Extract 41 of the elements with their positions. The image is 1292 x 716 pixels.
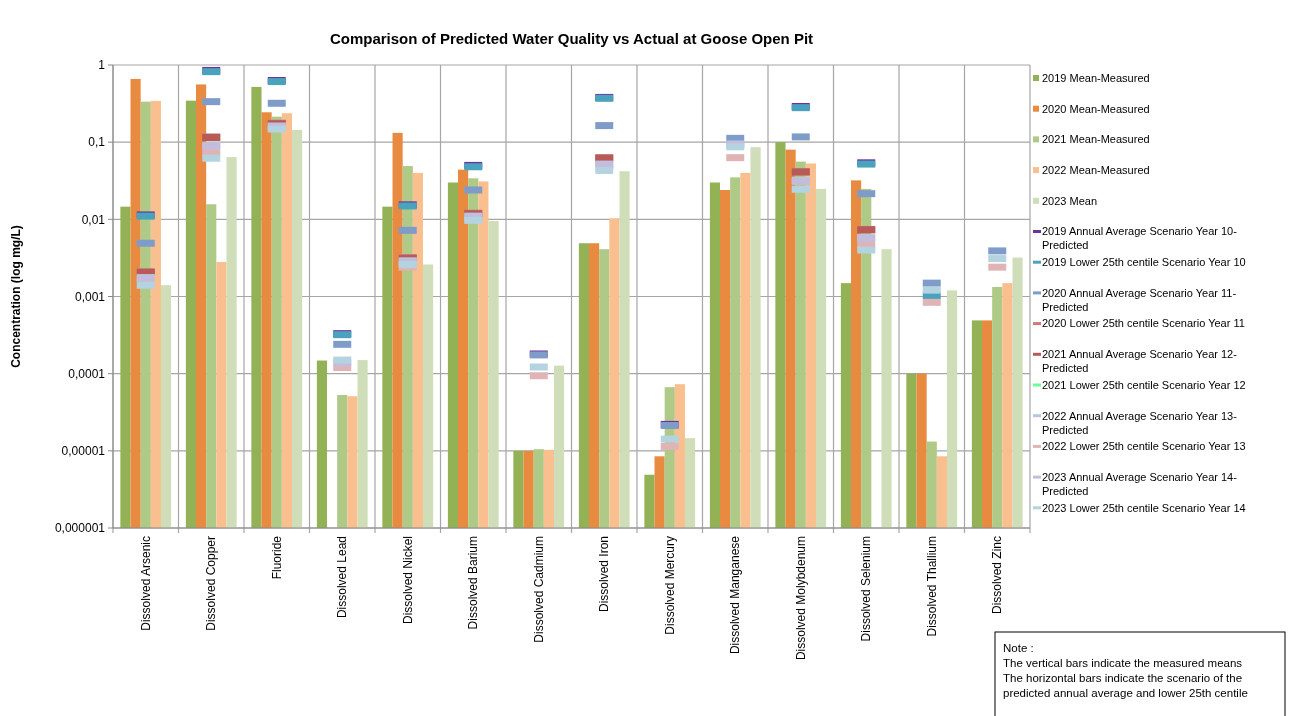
x-tick-label: Dissolved Mercury (662, 536, 677, 635)
legend-label: 2022 Annual Average Scenario Year 13-Predicted (1042, 409, 1238, 436)
legend-label: 2021 Lower 25th centile Scenario Year 12 (1042, 378, 1246, 391)
text: The vertical bars indicate the measured means (1003, 657, 1243, 670)
y-tick-label: 0,001 (74, 289, 106, 304)
x-tick-label: Dissolved Copper (204, 536, 219, 631)
legend-label: 2020 Lower 25th centile Scenario Year 11 (1042, 317, 1245, 330)
y-tick-label: 0,01 (81, 212, 106, 227)
x-tick-label: Dissolved Iron (597, 536, 612, 613)
x-tick-label: Dissolved Zinc (990, 536, 1005, 615)
x-tick-label: Dissolved Thallium (924, 536, 939, 637)
y-tick-label: 1 (98, 58, 106, 73)
legend-label: 2021 Annual Average Scenario Year 12-Predicted (1042, 348, 1238, 375)
y-tick-label: 0,0001 (68, 366, 106, 381)
legend-label: 2020 Annual Average Scenario Year 11-Predicted (1042, 286, 1237, 313)
legend-label: 2023 Annual Average Scenario Year 14-Predicted (1042, 470, 1238, 497)
legend-label: 2019 Mean-Measured (1042, 71, 1150, 84)
x-tick-label: Dissolved Selenium (859, 536, 874, 642)
x-tick-label: Dissolved Nickel (400, 536, 415, 625)
y-tick-label: 0,000001 (54, 521, 106, 536)
text: Note : (1003, 642, 1034, 655)
x-tick-label: Dissolved Arsenic (138, 536, 153, 631)
chart-title: Comparison of Predicted Water Quality vs Actual at Goose Open Pit (329, 30, 814, 47)
legend-label: 2019 Lower 25th centile Scenario Year 10 (1042, 256, 1246, 269)
x-tick-label: Dissolved Cadmium (531, 536, 546, 643)
legend-label: 2020 Mean-Measured (1042, 102, 1150, 115)
y-axis-title: Concentration (log mg/L) (9, 225, 23, 368)
legend-label: 2022 Lower 25th centile Scenario Year 13 (1042, 440, 1246, 453)
text: The horizontal bars indicate the scenario of the predicted annual average and lower 25th centile (1003, 672, 1248, 700)
x-tick-label: Dissolved Barium (466, 536, 481, 630)
legend-label: 2019 Annual Average Scenario Year 10-Predicted (1042, 225, 1238, 252)
legend-label: 2023 Mean (1042, 194, 1098, 207)
x-tick-label: Dissolved Lead (335, 536, 350, 619)
legend-label: 2023 Lower 25th centile Scenario Year 14 (1042, 501, 1246, 514)
x-tick-label: Dissolved Manganese (728, 535, 743, 655)
y-tick-label: 0,1 (88, 135, 106, 150)
x-tick-label: Dissolved Molybdenum (793, 536, 808, 661)
legend-label: 2022 Mean-Measured (1042, 163, 1150, 176)
y-tick-label: 0,00001 (61, 444, 106, 459)
x-tick-label: Fluoride (269, 535, 284, 580)
legend-label: 2021 Mean-Measured (1042, 133, 1150, 146)
